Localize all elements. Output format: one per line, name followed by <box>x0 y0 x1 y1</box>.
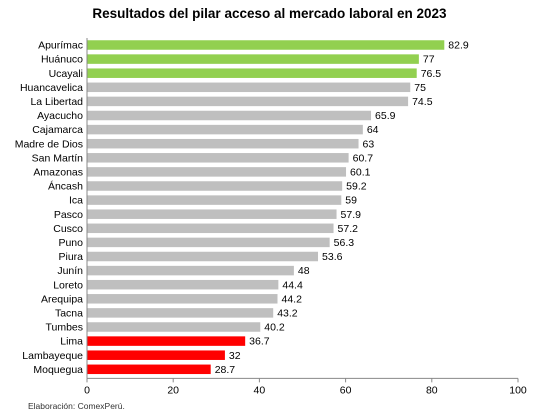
category-label: Apurímac <box>38 40 83 52</box>
category-label: Ucayali <box>49 68 83 80</box>
value-label: 44.2 <box>282 293 303 305</box>
value-label: 64 <box>367 124 379 136</box>
value-label: 57.2 <box>338 223 359 235</box>
bar <box>87 279 279 290</box>
bar <box>87 195 342 205</box>
category-label: Lima <box>60 336 83 348</box>
x-tick-label: 20 <box>167 384 179 396</box>
category-label: Loreto <box>53 279 83 291</box>
category-label: Ayacucho <box>37 110 83 122</box>
x-tick-label: 0 <box>84 384 90 396</box>
category-label: Tumbes <box>45 322 83 334</box>
category-label: Huancavelica <box>20 82 83 94</box>
category-label: San Martín <box>32 152 84 164</box>
bar <box>87 138 359 149</box>
value-label: 32 <box>229 350 241 362</box>
bar <box>87 181 343 191</box>
category-label: Huánuco <box>41 54 83 66</box>
bar <box>87 96 409 107</box>
chart-title: Resultados del pilar acceso al mercado l… <box>92 6 447 21</box>
value-label: 63 <box>363 138 375 150</box>
category-label: Moquegua <box>33 364 83 376</box>
bar <box>87 68 417 78</box>
value-label: 44.4 <box>282 279 303 291</box>
bar <box>87 40 445 50</box>
category-label: Cusco <box>53 223 83 235</box>
value-label: 75 <box>414 82 426 94</box>
value-label: 36.7 <box>249 336 270 348</box>
source-note: Elaboración: ComexPerú. <box>28 401 125 411</box>
x-tick-label: 40 <box>254 384 266 396</box>
category-label: Ica <box>69 195 83 207</box>
x-tick-label: 100 <box>509 384 527 396</box>
bar <box>87 82 411 93</box>
bar <box>87 364 211 375</box>
value-label: 65.9 <box>375 110 396 122</box>
value-label: 60.7 <box>353 152 374 164</box>
value-label: 59.2 <box>346 181 367 193</box>
value-label: 53.6 <box>322 251 343 263</box>
bar <box>87 237 330 248</box>
bar <box>87 54 419 64</box>
x-tick-label: 60 <box>340 384 352 396</box>
bar <box>87 223 334 234</box>
value-label: 74.5 <box>412 96 433 108</box>
category-label: Piura <box>58 251 83 263</box>
bar <box>87 251 319 262</box>
category-label: Cajamarca <box>32 124 83 136</box>
value-label: 43.2 <box>277 308 298 320</box>
category-label: Lambayeque <box>22 350 83 362</box>
value-label: 56.3 <box>334 237 355 249</box>
bar <box>87 265 294 276</box>
category-label: Áncash <box>48 180 83 193</box>
category-label: Pasco <box>54 209 83 221</box>
bar <box>87 124 363 135</box>
category-label: Puno <box>58 237 83 249</box>
x-axis: 0 20 40 60 80 100 <box>84 37 527 396</box>
category-label: La Libertad <box>30 96 83 108</box>
category-label: Madre de Dios <box>15 138 83 150</box>
bar <box>87 209 337 219</box>
bars-layer: Apurímac 82.9 Huánuco 77 Ucayali 76.5 Huancave… <box>15 40 469 376</box>
bar <box>87 294 278 304</box>
category-label: Tacna <box>55 308 83 320</box>
bar <box>87 322 261 332</box>
value-label: 60.1 <box>350 167 371 179</box>
value-label: 77 <box>423 54 435 66</box>
value-label: 76.5 <box>421 68 442 80</box>
value-label: 48 <box>298 265 310 277</box>
bar <box>87 308 274 318</box>
value-label: 59 <box>345 195 357 207</box>
value-label: 57.9 <box>341 209 362 221</box>
bar <box>87 110 372 121</box>
bar <box>87 167 347 177</box>
value-label: 28.7 <box>215 364 236 376</box>
bar <box>87 153 349 163</box>
category-label: Amazonas <box>33 167 83 179</box>
value-label: 82.9 <box>448 40 469 52</box>
value-label: 40.2 <box>264 322 285 334</box>
bar <box>87 336 246 346</box>
category-label: Arequipa <box>41 293 83 305</box>
bar <box>87 350 225 360</box>
x-tick-label: 80 <box>426 384 438 396</box>
category-label: Junín <box>57 265 83 277</box>
